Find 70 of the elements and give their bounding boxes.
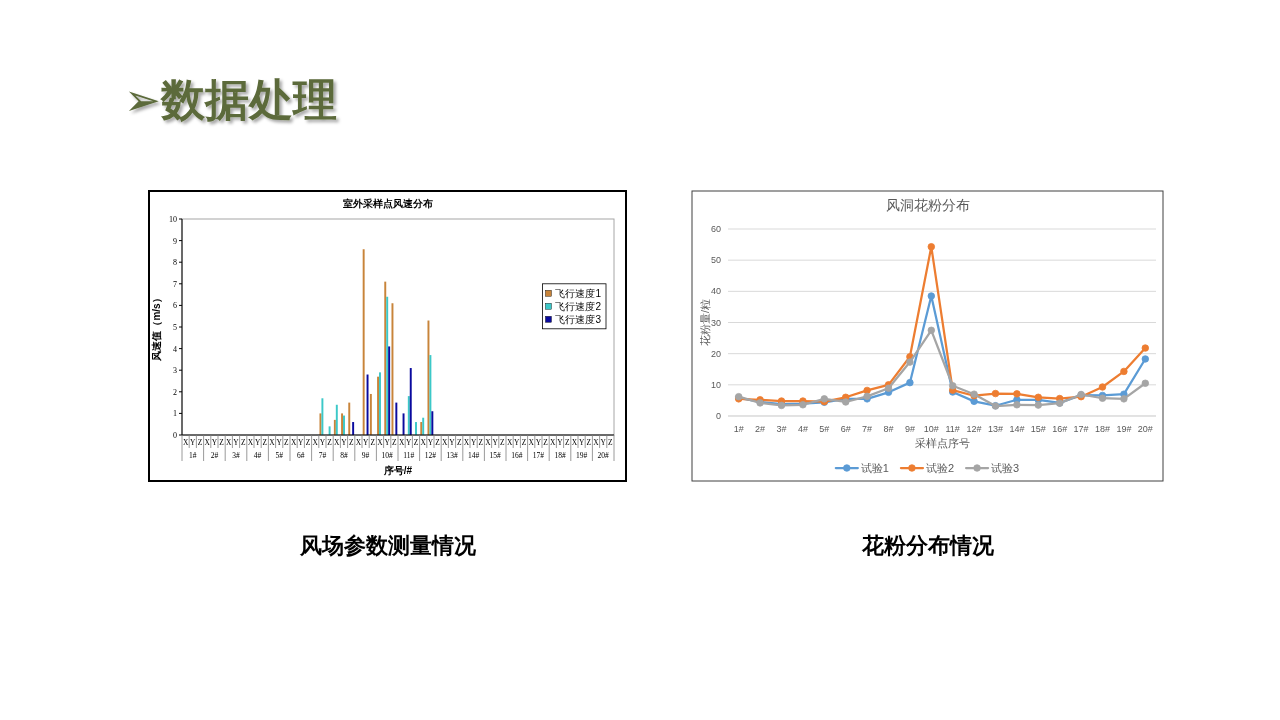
- point: [1098, 383, 1107, 391]
- y-tick-label: 30: [710, 317, 721, 328]
- y-axis-title: 风速值（m/s）: [151, 293, 162, 362]
- y-tick-label: 8: [173, 258, 177, 268]
- point: [927, 243, 935, 251]
- y-tick-label: 40: [710, 286, 721, 297]
- point: [1013, 390, 1021, 398]
- x-axis-title: 序号/#: [382, 465, 413, 476]
- point: [1013, 401, 1021, 409]
- y-tick-label: 4: [173, 344, 177, 354]
- chart-title: 室外采样点风速分布: [342, 198, 433, 209]
- y-tick-label: 0: [173, 431, 177, 440]
- y-tick-label: 3: [173, 366, 177, 376]
- legend-label: 飞行速度1: [555, 287, 602, 299]
- legend-label: 飞行速度2: [555, 300, 602, 312]
- x-tick-label: 4#: [797, 424, 808, 434]
- point: [1141, 379, 1149, 387]
- y-tick-label: 60: [710, 224, 721, 234]
- y-tick-label: 1: [173, 409, 177, 419]
- y-tick-label: 10: [169, 215, 177, 224]
- x-tick-label: 11#: [945, 424, 960, 434]
- point: [991, 389, 1000, 398]
- x-tick-label: 1#: [733, 424, 744, 434]
- x-tick-label: 17#: [1073, 424, 1089, 434]
- x-tick-label: 9#: [904, 424, 915, 434]
- point: [927, 292, 935, 300]
- point: [1034, 401, 1042, 409]
- point: [1141, 355, 1149, 363]
- x-tick-label: 14#: [1009, 424, 1025, 434]
- x-tick-label: 19#: [1116, 424, 1132, 434]
- point: [1120, 367, 1128, 376]
- x-tick-label: 2#: [755, 424, 766, 434]
- x-tick-label: 5#: [819, 424, 830, 434]
- y-tick-label: 50: [710, 255, 721, 266]
- y-tick-label: 9: [173, 236, 177, 246]
- legend-label: 试验3: [991, 462, 1020, 474]
- point: [927, 326, 935, 334]
- text: ➢数据处理: [124, 75, 337, 124]
- x-tick-label: 7#: [862, 424, 873, 434]
- y-tick-label: 7: [173, 279, 177, 289]
- y-tick-label: 2: [173, 387, 177, 397]
- y-axis-title: 花粉量/粒: [699, 298, 711, 347]
- x-tick-label: 18#: [1094, 424, 1111, 434]
- x-tick-label: 16#: [1052, 424, 1068, 434]
- chart-title: 风洞花粉分布: [885, 197, 970, 213]
- y-tick-label: 6: [173, 301, 177, 311]
- point: [1141, 344, 1149, 352]
- text: 风场参数测量情况: [298, 533, 477, 558]
- point: [906, 378, 914, 387]
- point: [863, 386, 871, 395]
- y-tick-label: 0: [715, 411, 721, 421]
- x-tick-label: 8#: [883, 424, 894, 434]
- y-tick-label: 10: [710, 379, 721, 390]
- text: 花粉分布情况: [860, 533, 995, 558]
- legend-label: 飞行速度3: [555, 313, 602, 325]
- x-tick-label: 6#: [840, 424, 851, 434]
- x-tick-label: 12#: [966, 424, 982, 434]
- x-tick-label: 15#: [1030, 424, 1046, 434]
- x-tick-label: 20#: [1137, 424, 1153, 434]
- y-tick-label: 20: [710, 348, 721, 359]
- x-tick-label: 10#: [923, 424, 939, 434]
- legend-label: 试验1: [860, 462, 889, 474]
- x-tick-label: 3#: [776, 424, 787, 434]
- point: [1120, 395, 1128, 403]
- x-tick-label: 13#: [987, 424, 1004, 434]
- y-tick-label: 5: [173, 323, 177, 332]
- x-axis-title: 采样点序号: [914, 437, 970, 449]
- legend-label: 试验2: [925, 462, 955, 474]
- point: [906, 358, 914, 366]
- point: [949, 382, 957, 390]
